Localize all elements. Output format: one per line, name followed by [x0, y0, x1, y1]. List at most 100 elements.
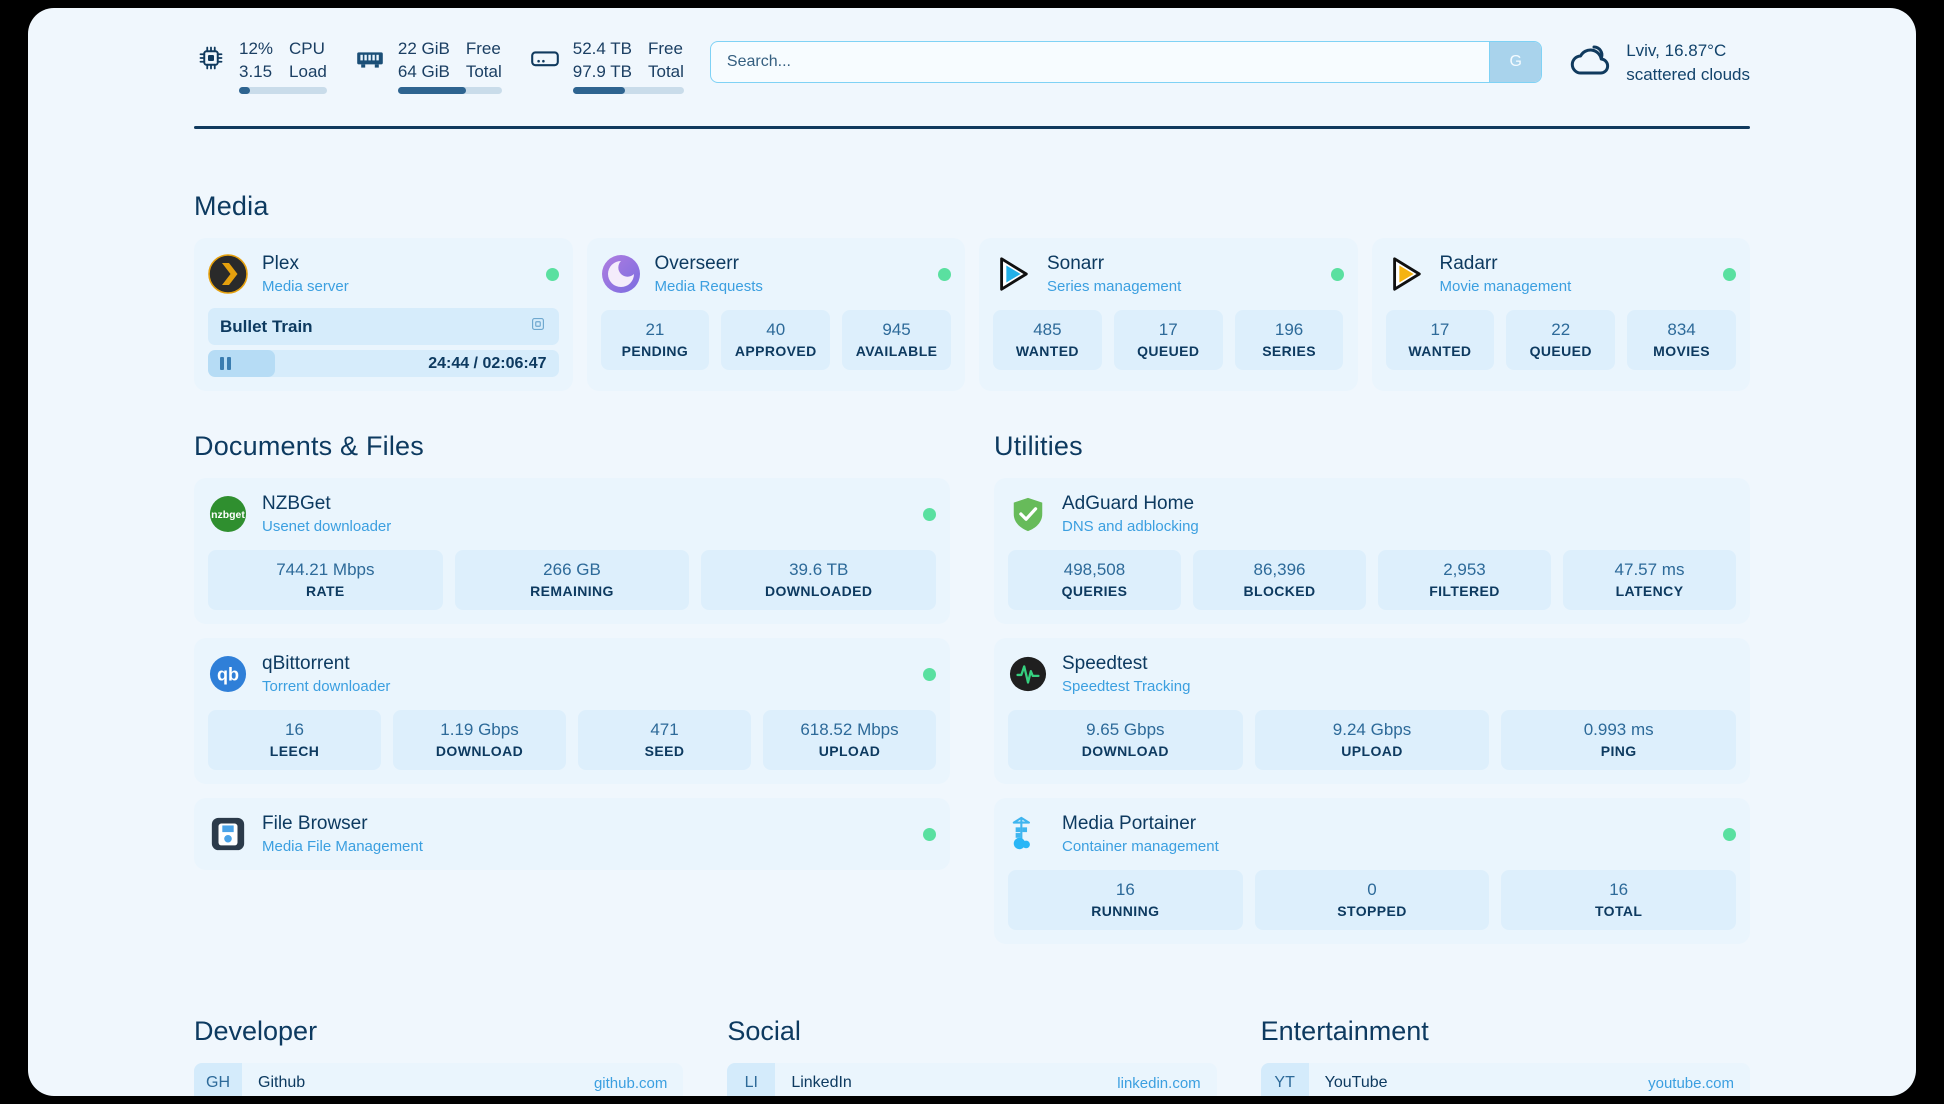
service-card-media-portainer[interactable]: Media Portainer Container management 16 RUN… — [994, 798, 1750, 944]
cast-icon[interactable] — [529, 315, 547, 338]
stat-label: RUNNING — [1091, 903, 1160, 919]
bookmark-item[interactable]: LI LinkedIn linkedin.com — [727, 1063, 1217, 1096]
service-subtitle: Media server — [262, 278, 349, 295]
status-indicator-online — [923, 827, 936, 841]
service-title: Sonarr — [1047, 253, 1105, 274]
resource-progress-bar — [572, 87, 684, 94]
resource-value-primary: 52.4 TB — [572, 39, 632, 58]
bookmark-url: linkedin.com — [1117, 1074, 1201, 1092]
search-provider-button[interactable]: G — [1489, 42, 1542, 82]
service-card-overseerr[interactable]: Overseerr Media Requests 21 PENDING 40 APPROV… — [586, 238, 965, 391]
stat-label: DOWNLOADED — [764, 583, 873, 599]
bookmark-group-title: Social — [727, 1016, 801, 1046]
resource-value-primary: 12% — [239, 39, 274, 58]
bookmark-abbreviation: LI — [727, 1063, 776, 1096]
status-indicator-online — [938, 267, 951, 281]
speedtest-icon — [1008, 654, 1048, 694]
service-stats: 498,508 QUERIES 86,396 BLOCKED 2,953 FILTERED… — [1008, 550, 1736, 610]
stat-value: 498,508 — [1063, 560, 1126, 579]
stat-upload: 618.52 Mbps UPLOAD — [763, 710, 936, 770]
stat-value: 17 — [1158, 320, 1178, 339]
portainer-icon — [1008, 814, 1048, 854]
stat-value: 40 — [766, 320, 786, 339]
ram-icon — [353, 38, 387, 78]
stat-value: 16 — [1115, 880, 1135, 899]
service-title: Media Portainer — [1062, 813, 1197, 834]
service-card-header: Plex Media server — [208, 252, 559, 296]
service-card-plex[interactable]: Plex Media server Bullet Train 24:44 / 02:0… — [194, 238, 573, 391]
service-card-qbittorrent[interactable]: qb qBittorrent Torrent downloader 16 LEECH 1.… — [194, 638, 950, 784]
stat-label: WANTED — [1015, 343, 1079, 359]
stat-value: 21 — [645, 320, 665, 339]
disk-icon — [528, 38, 562, 78]
resource-label-secondary: Total — [648, 62, 684, 81]
resource-label-secondary: Total — [465, 62, 502, 81]
service-subtitle: Media File Management — [262, 838, 423, 855]
stat-value: 0.993 ms — [1583, 720, 1654, 739]
status-indicator-online — [1330, 267, 1344, 281]
now-playing-progress-bar[interactable]: 24:44 / 02:06:47 — [208, 350, 559, 377]
service-stats: 16 RUNNING 0 STOPPED 16 TOTAL — [1008, 870, 1737, 930]
stat-value: 1.19 Gbps — [440, 720, 519, 739]
bookmark-list: GHGithubgithub.comSOStackOverflowstackov… — [194, 1063, 684, 1096]
status-indicator-online — [923, 507, 936, 521]
stat-movies: 834 MOVIES — [1627, 310, 1736, 370]
search-box[interactable]: G — [709, 41, 1543, 83]
service-subtitle: Series management — [1047, 278, 1182, 295]
service-card-file-browser[interactable]: File Browser Media File Management — [194, 798, 950, 870]
overseerr-icon — [601, 254, 641, 294]
service-card-nzbget[interactable]: nzbget NZBGet Usenet downloader 744.21 Mbps… — [194, 478, 950, 624]
dashboard-page: 12% 3.15 CPU Load 22 GiB 64 GiB Free Total 52.4 … — [28, 8, 1916, 1096]
service-card-radarr[interactable]: Radarr Movie management 17 WANTED 22 QUEUED 83… — [1371, 238, 1750, 391]
stat-value: 47.57 ms — [1614, 560, 1685, 579]
qbittorrent-icon: qb — [208, 654, 248, 694]
stat-label: WANTED — [1408, 343, 1472, 359]
stat-filtered: 2,953 FILTERED — [1378, 550, 1551, 610]
service-card-speedtest[interactable]: Speedtest Speedtest Tracking 9.65 Gbps DOWN… — [994, 638, 1750, 784]
stat-label: UPLOAD — [1341, 743, 1403, 759]
bookmark-item[interactable]: GH Github github.com — [194, 1063, 684, 1096]
stat-label: REMAINING — [530, 583, 614, 599]
service-subtitle: Movie management — [1439, 278, 1572, 295]
stat-label: PING — [1600, 743, 1637, 759]
section-title-media: Media — [194, 191, 269, 221]
stat-remaining: 266 GB REMAINING — [454, 550, 690, 610]
resource-meter-disk: 52.4 TB 97.9 TB Free Total — [528, 38, 684, 96]
stat-label: QUEUED — [1529, 343, 1592, 359]
stat-download: 9.65 Gbps DOWNLOAD — [1008, 710, 1243, 770]
bookmark-group-title: Entertainment — [1260, 1016, 1429, 1046]
service-title: Radarr — [1439, 253, 1498, 274]
stat-value: 196 — [1274, 320, 1304, 339]
radarr-icon — [1386, 254, 1426, 294]
service-card-header: Sonarr Series management — [993, 252, 1344, 296]
service-card-adguard-home[interactable]: AdGuard Home DNS and adblocking 498,508 QUE… — [994, 478, 1750, 624]
section-title-utilities: Utilities — [994, 431, 1083, 461]
bookmark-list: YTYouTubeyoutube.comNFNetflixnetflix.com… — [1260, 1063, 1750, 1096]
search-input[interactable] — [710, 42, 1490, 82]
status-indicator-online — [1723, 827, 1736, 841]
service-stats: 485 WANTED 17 QUEUED 196 SERIES — [993, 310, 1344, 370]
stat-label: UPLOAD — [818, 743, 881, 759]
mid-columns: Documents & Files nzbget NZBGet Usenet dow… — [194, 431, 1750, 944]
now-playing-title: Bullet Train — [220, 316, 313, 336]
resource-value-secondary: 97.9 TB — [572, 62, 632, 81]
stat-value: 0 — [1367, 880, 1377, 899]
weather-temperature: Lviv, 16.87°C — [1626, 41, 1727, 60]
now-playing: Bullet Train 24:44 / 02:06:47 — [208, 308, 559, 377]
resource-label-primary: Free — [648, 39, 683, 58]
stat-download: 1.19 Gbps DOWNLOAD — [393, 710, 566, 770]
stat-label: QUERIES — [1061, 583, 1128, 599]
stat-approved: 40 APPROVED — [721, 310, 831, 370]
cloud-icon — [1568, 43, 1612, 82]
stat-available: 945 AVAILABLE — [842, 310, 951, 370]
bookmark-item[interactable]: YT YouTube youtube.com — [1260, 1063, 1750, 1096]
service-card-header: Speedtest Speedtest Tracking — [1008, 652, 1736, 696]
service-title: Speedtest — [1062, 653, 1148, 674]
service-subtitle: DNS and adblocking — [1062, 518, 1199, 535]
service-card-sonarr[interactable]: Sonarr Series management 485 WANTED 17 QUEUED… — [979, 238, 1358, 391]
pause-icon[interactable] — [220, 357, 231, 370]
service-stats: 744.21 Mbps RATE 266 GB REMAINING 39.6 TB DOW… — [208, 550, 937, 610]
stat-label: FILTERED — [1429, 583, 1500, 599]
bookmark-url: youtube.com — [1648, 1074, 1734, 1092]
service-title: File Browser — [262, 813, 368, 834]
